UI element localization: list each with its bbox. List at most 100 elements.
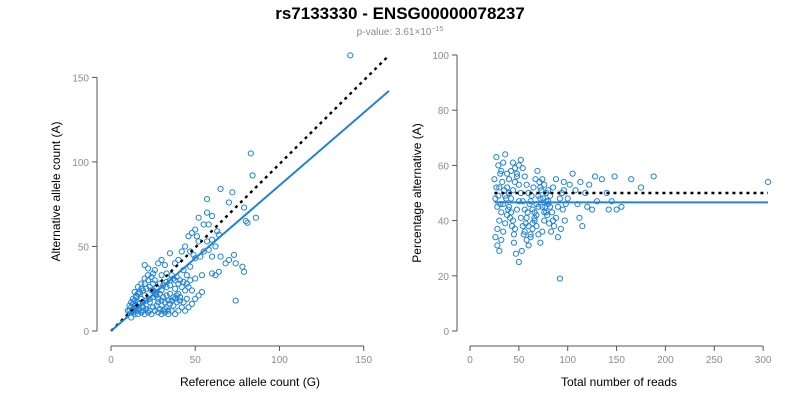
data-point [225,199,233,206]
data-point [513,173,520,180]
data-point [552,214,560,221]
data-point [515,258,522,266]
data-point [518,247,525,255]
data-point [598,176,606,183]
data-point [520,231,527,238]
data-point [511,178,519,186]
data-point [165,307,172,314]
data-point [225,256,233,264]
data-point [496,217,503,224]
data-point [168,307,175,314]
data-point [613,206,620,213]
data-point [188,229,195,237]
data-point [232,297,239,304]
x-tick-label: 50 [190,355,202,366]
data-point [244,219,251,226]
data-point [192,226,199,233]
x-tick-label: 150 [355,355,372,366]
x-tick-label: 200 [657,355,674,366]
data-point [547,203,554,210]
data-point [515,198,522,205]
data-point [509,159,517,166]
y-tick-label: 0 [83,327,89,338]
y-tick-label: 100 [432,51,449,62]
data-point [165,297,172,304]
data-point [576,214,583,221]
data-point [208,270,216,277]
data-point [589,206,596,213]
data-point [161,309,169,316]
data-point [605,206,612,213]
data-point [143,302,150,309]
data-point [183,272,190,279]
data-point [141,261,148,269]
x-axis-title: Reference allele count (G) [180,375,320,389]
data-point [549,184,557,191]
percentage-scatter: 0 50 100 150 200 250 300 0 20 40 60 80 100 Total numb… [410,51,772,389]
data-point [161,261,169,269]
data-point [556,195,563,202]
data-point [511,225,519,232]
data-point [192,295,199,302]
data-point [129,295,137,302]
data-point [144,272,152,279]
data-point [198,272,206,279]
data-point [153,289,160,296]
reference-line [110,54,390,332]
data-point [178,304,185,311]
data-point [496,247,503,255]
data-point [139,307,147,314]
data-point [173,292,180,299]
x-tick-label: 300 [755,355,772,366]
data-point [138,309,145,316]
x-tick-label: 0 [467,355,473,366]
data-point [593,198,601,205]
data-point [628,176,635,183]
data-point [538,187,545,194]
data-point [188,300,195,308]
data-point [517,156,524,163]
data-point [143,285,150,292]
data-point [242,217,249,225]
data-point [229,189,236,196]
data-point [170,294,177,301]
data-point [185,233,192,240]
data-point [195,214,202,221]
data-point [498,209,505,216]
data-point [502,151,509,158]
data-point [491,176,498,183]
data-point [195,292,202,299]
data-point [182,307,189,314]
data-point [200,221,207,228]
data-point [203,238,211,245]
data-point [249,172,256,179]
y-tick-label: 40 [438,217,450,228]
data-point [556,275,563,282]
data-point [215,268,222,275]
data-point [139,287,147,294]
data-point [554,234,562,241]
data-point [212,272,219,279]
data-point [214,228,221,235]
data-point [151,267,158,274]
data-point [217,253,224,260]
fit-line [110,90,390,332]
data-point [505,189,513,197]
data-point [151,277,158,284]
data-point [572,187,579,194]
data-point [185,283,192,291]
data-point [192,275,199,282]
data-point [519,198,526,205]
data-point [530,184,537,191]
data-point [500,228,507,235]
data-point [498,236,505,244]
data-point [165,310,172,318]
y-tick-label: 0 [443,327,449,338]
data-point [523,181,530,188]
data-point [521,173,528,180]
data-point [134,283,142,291]
data-point [166,277,174,284]
data-point [188,287,195,294]
data-point [527,234,534,241]
data-point [531,209,538,216]
